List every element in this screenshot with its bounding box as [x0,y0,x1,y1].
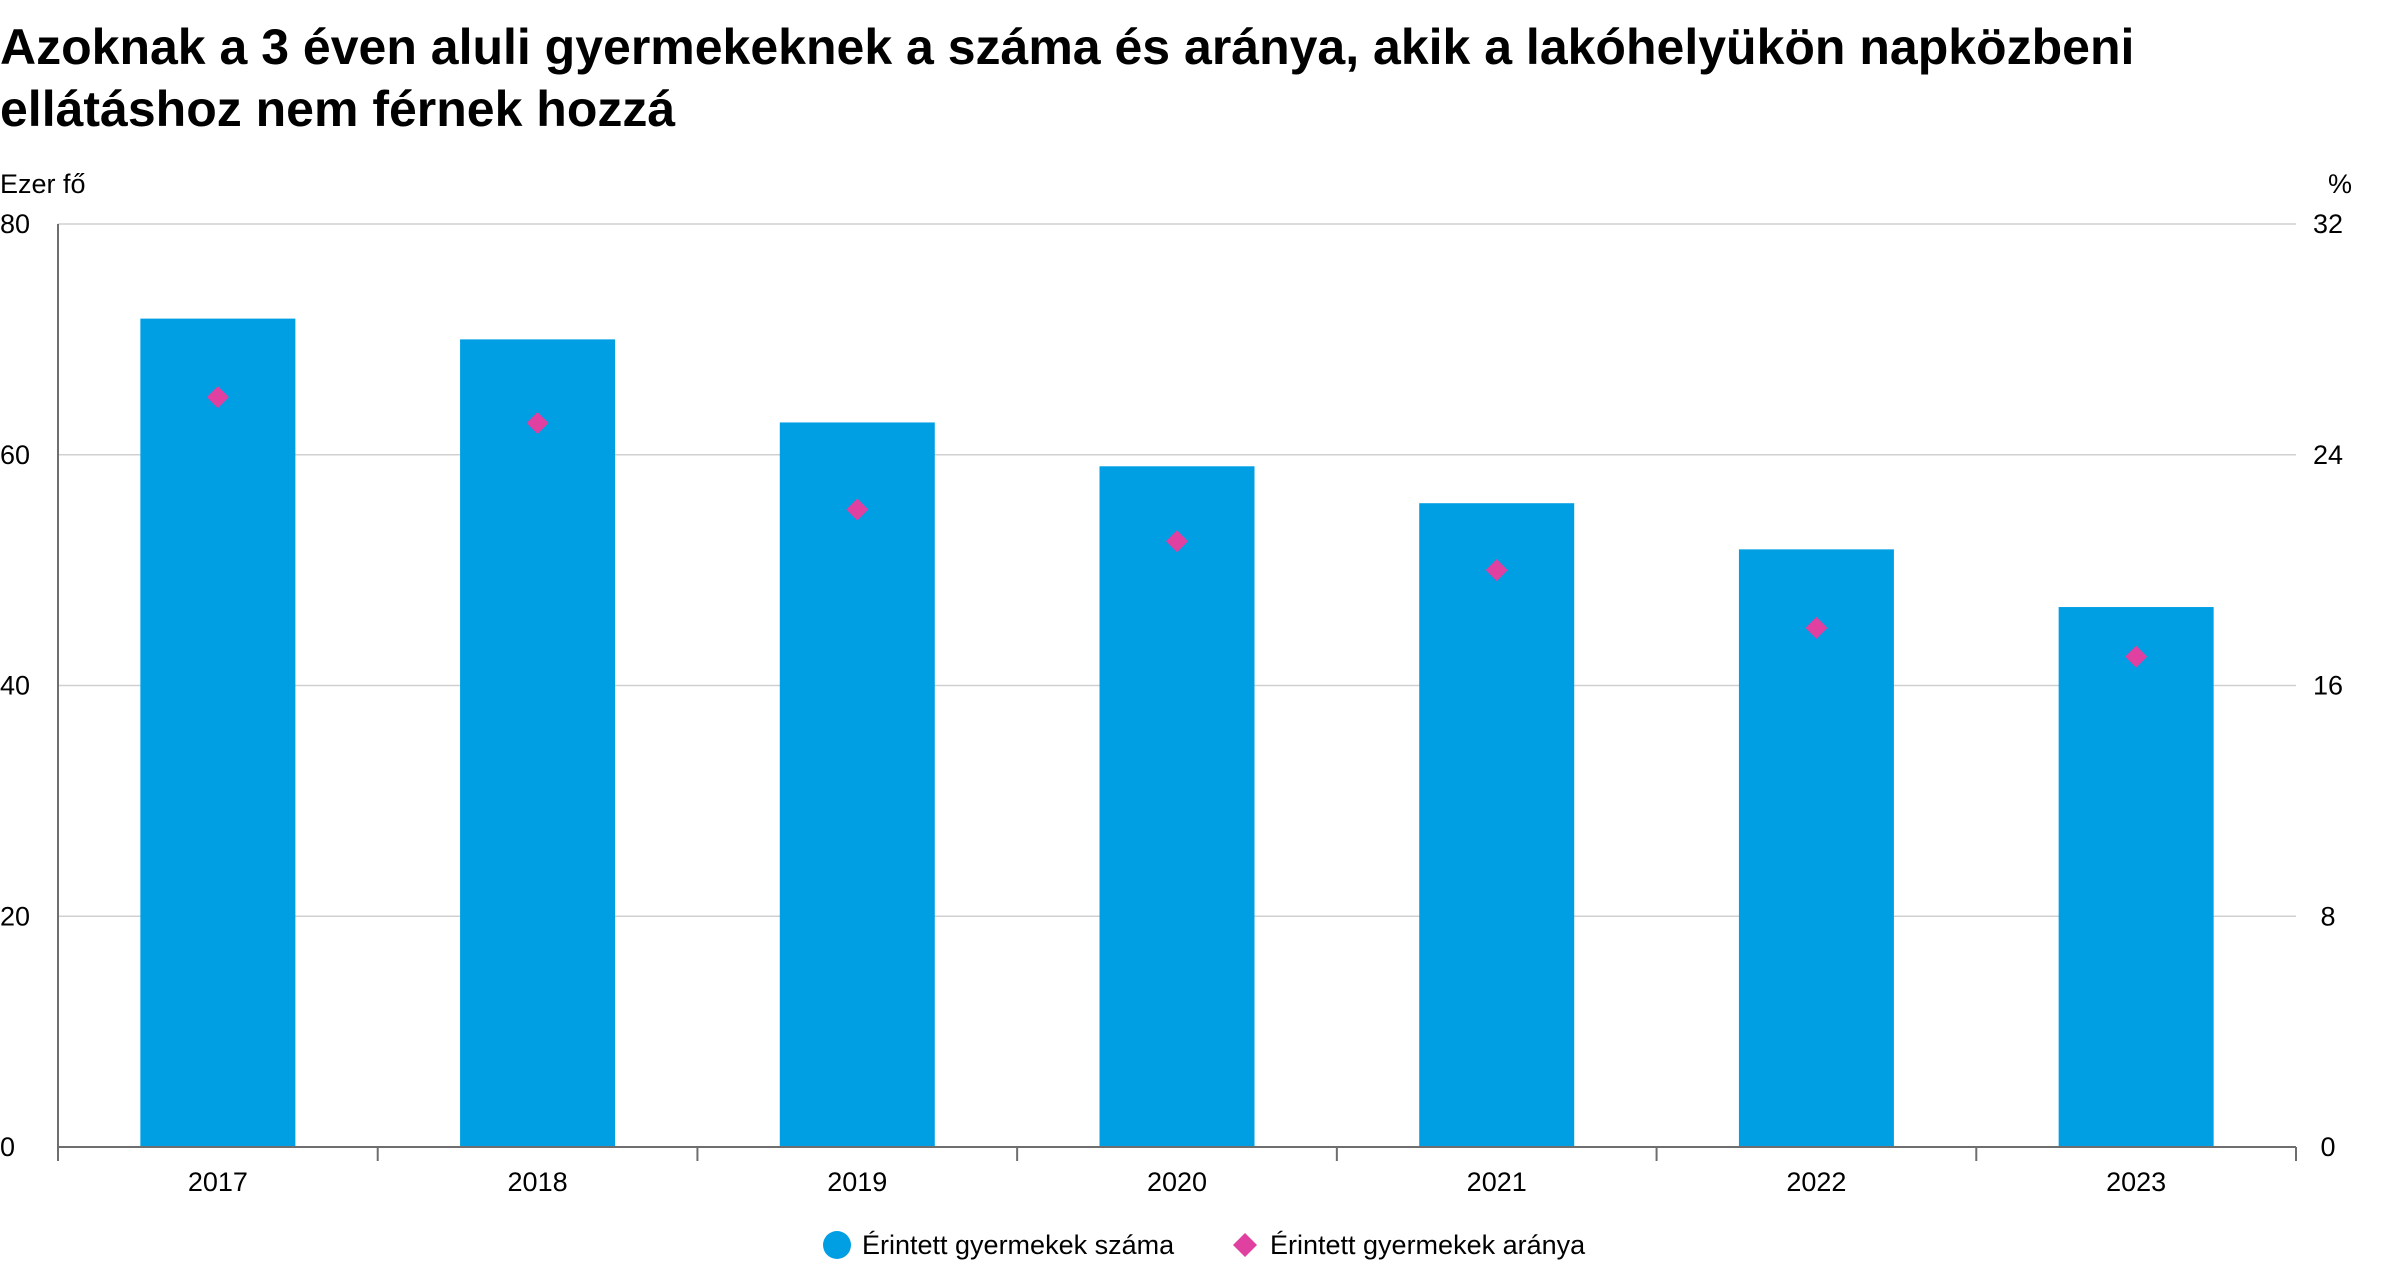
marker-point [1805,616,1828,639]
marker-point [206,386,229,409]
marker-series [206,386,2148,668]
bar-series [140,318,2214,1148]
marker-point [1166,530,1188,553]
x-tick-label: 2022 [1786,1167,1846,1197]
y-right-tick-label: 32 [2313,209,2343,239]
x-tick-label: 2020 [1147,1167,1207,1197]
bar [779,422,935,1147]
y-left-tick-label: 40 [0,671,30,701]
y-left-tick-label: 80 [0,209,30,239]
x-tick-label: 2018 [508,1167,568,1197]
bar [140,318,296,1147]
y-right-tick-label: 16 [2313,671,2343,701]
x-tick-label: 2017 [188,1167,248,1197]
legend-bar-swatch [823,1231,851,1259]
legend: Érintett gyermekek száma Érintett gyermek… [823,1230,1586,1260]
y-axis-left-label: Ezer fő [0,169,86,199]
y-right-tick-label: 0 [2320,1132,2335,1162]
bar [460,339,616,1147]
x-tick-label: 2019 [827,1167,887,1197]
x-tick-label: 2021 [1467,1167,1527,1197]
chart-title-line-2: ellátáshoz nem férnek hozzá [0,81,676,137]
marker-point [526,412,549,435]
y-axis-right-label: % [2328,169,2352,199]
y-left-tick-label: 0 [0,1132,15,1162]
y-right-tick-label: 8 [2320,901,2335,931]
legend-marker-label: Érintett gyermekek aránya [1270,1230,1586,1260]
marker-point [2125,645,2148,668]
bar [1419,503,1575,1147]
bar [1099,466,1255,1148]
bar [2058,607,2214,1147]
y-left-tick-label: 20 [0,901,30,931]
axes: 0 0 20 8 40 16 60 24 80 32 2017 2018 2019 2020 2021 202… [0,209,2343,1197]
bar [1738,549,1894,1147]
x-tick-label: 2023 [2106,1167,2166,1197]
chart-title-line-1: Azoknak a 3 éven aluli gyermekeknek a sz… [0,19,2135,75]
chart-title: Azoknak a 3 éven aluli gyermekeknek a sz… [0,16,2400,140]
y-left-tick-label: 60 [0,440,30,470]
legend-bar-label: Érintett gyermekek száma [862,1230,1175,1260]
y-right-tick-label: 24 [2313,440,2343,470]
marker-point [1485,559,1508,582]
marker-point [846,498,869,521]
legend-marker-swatch [1233,1233,1257,1257]
